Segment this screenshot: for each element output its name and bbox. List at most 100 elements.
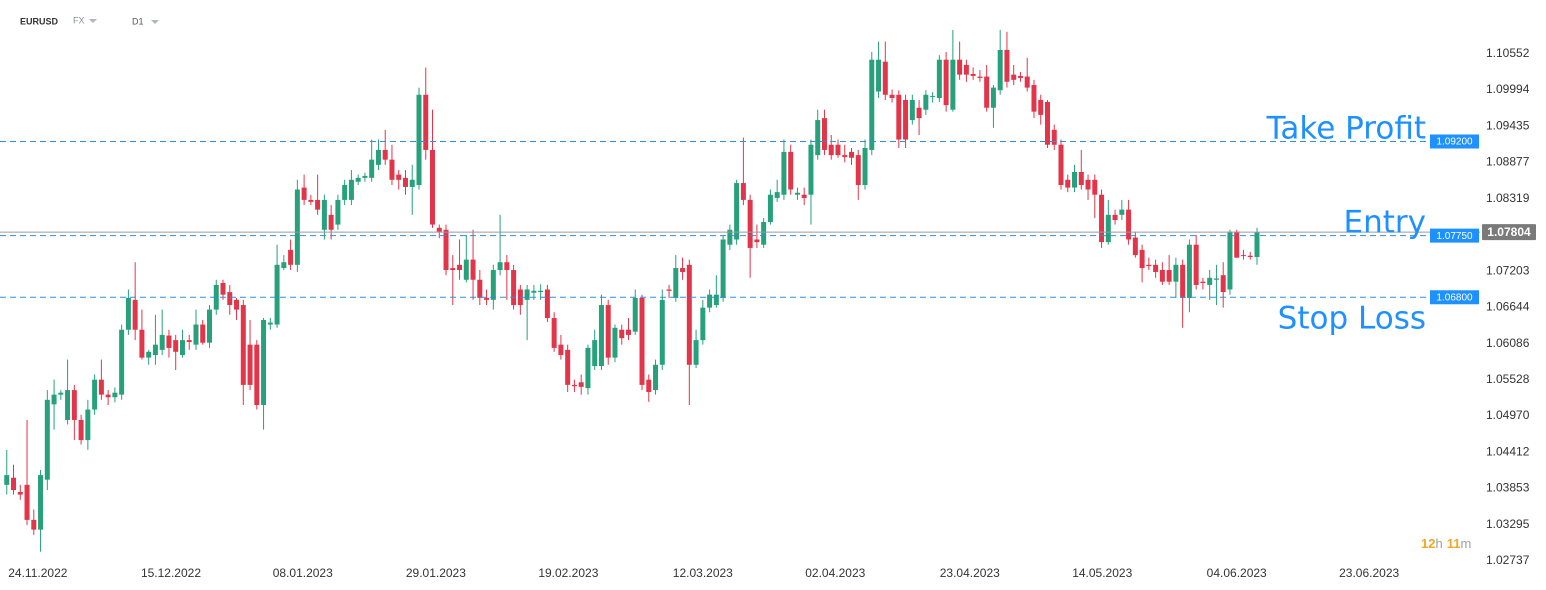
candle-body	[1159, 270, 1165, 282]
candle-body	[673, 268, 679, 298]
candle-body	[1213, 278, 1219, 280]
candle-body	[1031, 85, 1037, 112]
candle-body	[1011, 74, 1017, 80]
candle-body	[612, 327, 618, 358]
candle-body	[869, 59, 875, 150]
candle-body	[382, 149, 388, 160]
candle-body	[828, 144, 834, 156]
countdown-hours: 12	[1421, 536, 1435, 551]
candle-body	[727, 229, 733, 245]
candle-body	[4, 475, 10, 485]
candle-body	[240, 305, 246, 385]
candle-body	[659, 299, 665, 365]
candle-body	[51, 394, 57, 405]
candle-body	[1017, 75, 1023, 78]
x-tick-label: 24.11.2022	[8, 566, 67, 580]
candle-body	[1126, 209, 1132, 240]
x-tick-label: 23.06.2023	[1339, 566, 1399, 580]
candle-body	[713, 294, 719, 306]
market[interactable]: FX	[73, 15, 85, 25]
candle-body	[308, 199, 314, 202]
candle-body	[1153, 264, 1159, 272]
candle-body	[808, 144, 814, 195]
candle-body	[754, 239, 760, 243]
timeframe[interactable]: D1	[132, 16, 144, 26]
candle-body	[1207, 277, 1213, 285]
candle-body	[774, 192, 780, 198]
level-name: Stop Loss	[1278, 300, 1426, 336]
level-box	[1430, 134, 1479, 149]
y-tick-label: 1.03295	[1486, 517, 1530, 531]
candle-body	[146, 351, 152, 358]
candle-body	[1247, 255, 1253, 258]
candle-body	[457, 264, 463, 271]
candle-body	[544, 289, 550, 319]
candle-body	[598, 305, 604, 367]
candle-body	[152, 344, 158, 356]
candle-body	[288, 249, 294, 265]
candle-body	[1024, 76, 1030, 88]
candle-body	[159, 334, 165, 350]
x-tick-label: 19.02.2023	[538, 566, 598, 580]
candle-body	[112, 392, 118, 398]
candle-body	[1092, 179, 1098, 195]
candle-body	[903, 99, 909, 140]
x-tick-label: 08.01.2023	[273, 566, 333, 580]
candle-body	[896, 94, 902, 140]
candle-body	[348, 179, 354, 200]
candle-body	[65, 390, 71, 420]
timeframe-dropdown[interactable]	[151, 20, 159, 24]
candle-body	[997, 49, 1003, 91]
candle-body	[294, 189, 300, 265]
y-tick-label: 1.06644	[1486, 300, 1530, 314]
candle-body	[85, 409, 91, 441]
candle-body	[767, 194, 773, 222]
level-value-label: 1.09200	[1436, 137, 1473, 148]
candle-body	[1186, 244, 1192, 298]
candle-body	[389, 159, 395, 180]
candle-body	[78, 419, 84, 441]
candle-body	[186, 340, 192, 343]
candle-body	[821, 118, 827, 150]
candle-body	[1072, 172, 1078, 188]
candle-body	[1200, 281, 1206, 283]
market-dropdown[interactable]	[89, 19, 97, 23]
candle-body	[436, 227, 442, 232]
candle-body	[1004, 49, 1010, 82]
candle-body	[477, 279, 483, 298]
candle-body	[524, 289, 530, 300]
candle-body	[105, 394, 111, 398]
candle-body	[740, 183, 746, 200]
candle-body	[497, 262, 503, 271]
candle-body	[761, 221, 767, 245]
candle-body	[511, 270, 517, 306]
candle-body	[38, 475, 44, 530]
level-name: Take Profit	[1266, 110, 1426, 146]
candle-body	[463, 259, 469, 280]
y-tick-label: 1.08877	[1486, 155, 1530, 169]
candle-body	[1105, 214, 1111, 243]
candle-body	[430, 149, 436, 225]
candle-body	[396, 174, 402, 180]
candle-body	[686, 264, 692, 365]
candle-body	[71, 390, 77, 420]
candle-body	[234, 299, 240, 310]
candle-body	[335, 199, 341, 225]
candle-body	[1099, 194, 1105, 243]
candle-body	[1132, 237, 1138, 256]
y-tick-label: 1.09435	[1486, 118, 1530, 132]
candle-body	[632, 297, 638, 332]
countdown-minutes: 11	[1447, 536, 1461, 551]
candle-body	[504, 262, 510, 271]
candle-body	[882, 61, 888, 95]
x-tick-label: 15.12.2022	[141, 566, 201, 580]
candle-body	[423, 94, 429, 150]
candle-body	[734, 183, 740, 240]
candle-body	[1146, 264, 1152, 267]
candle-body	[571, 384, 577, 387]
symbol[interactable]: EURUSD	[20, 16, 59, 26]
candle-body	[876, 59, 882, 92]
candle-body	[842, 155, 848, 158]
candle-body	[1220, 275, 1226, 293]
candle-body	[369, 159, 375, 178]
